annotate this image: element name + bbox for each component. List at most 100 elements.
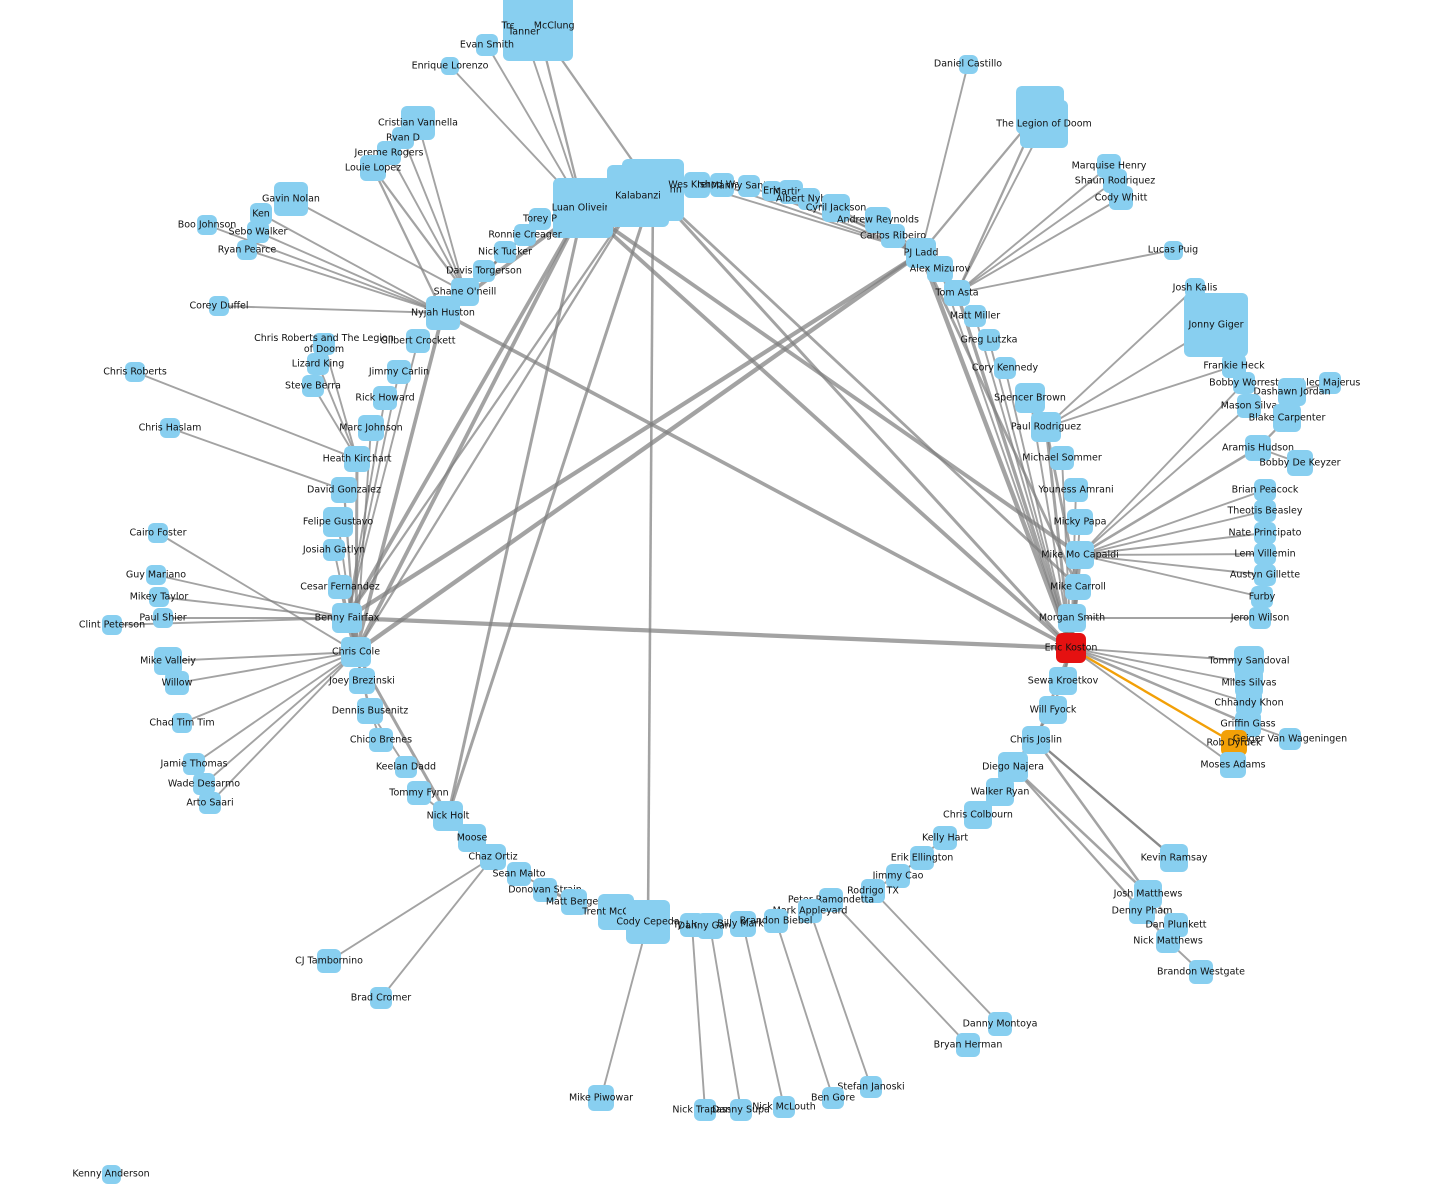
graph-node[interactable]	[328, 575, 352, 599]
graph-node[interactable]	[1156, 929, 1180, 953]
graph-node[interactable]	[357, 698, 383, 724]
graph-node[interactable]	[1031, 412, 1061, 442]
graph-node[interactable]	[154, 647, 182, 675]
graph-node[interactable]	[317, 949, 341, 973]
graph-node[interactable]	[370, 987, 392, 1009]
graph-node[interactable]	[426, 296, 460, 330]
graph-node[interactable]	[1254, 479, 1276, 501]
graph-node[interactable]	[998, 752, 1028, 782]
graph-node[interactable]	[247, 221, 269, 243]
graph-node[interactable]	[964, 305, 986, 327]
graph-node[interactable]	[1064, 478, 1088, 502]
graph-node[interactable]	[561, 889, 587, 915]
graph-node[interactable]	[1049, 667, 1077, 695]
graph-node[interactable]	[1251, 586, 1273, 608]
graph-node[interactable]	[1039, 696, 1067, 724]
graph-node[interactable]	[149, 587, 169, 607]
graph-node[interactable]	[588, 1085, 614, 1111]
graph-node[interactable]	[988, 1012, 1012, 1036]
graph-node[interactable]	[626, 900, 670, 944]
graph-node[interactable]	[822, 194, 850, 222]
graph-node[interactable]	[964, 801, 992, 829]
graph-node[interactable]	[1020, 100, 1068, 148]
graph-node[interactable]	[1287, 450, 1313, 476]
graph-node[interactable]	[373, 386, 397, 410]
graph-node[interactable]	[387, 360, 411, 384]
graph-node[interactable]	[441, 57, 459, 75]
graph-node[interactable]	[1189, 960, 1213, 984]
graph-node[interactable]	[250, 203, 272, 225]
graph-node[interactable]	[1129, 898, 1155, 924]
graph-node[interactable]	[183, 753, 205, 775]
graph-node[interactable]	[332, 603, 362, 633]
graph-node[interactable]	[274, 182, 308, 216]
graph-node[interactable]	[986, 778, 1014, 806]
graph-node[interactable]	[358, 415, 384, 441]
graph-node[interactable]	[313, 333, 335, 355]
graph-node[interactable]	[944, 280, 970, 306]
graph-node[interactable]	[860, 1076, 882, 1098]
graph-node[interactable]	[407, 781, 431, 805]
graph-node[interactable]	[933, 826, 957, 850]
graph-node[interactable]	[694, 1099, 716, 1121]
graph-node[interactable]	[1237, 394, 1261, 418]
graph-node[interactable]	[1254, 500, 1276, 522]
graph-node[interactable]	[1056, 633, 1086, 663]
graph-node[interactable]	[360, 155, 386, 181]
graph-node[interactable]	[533, 878, 557, 902]
graph-node[interactable]	[153, 608, 173, 628]
graph-node[interactable]	[209, 296, 229, 316]
graph-node[interactable]	[199, 792, 221, 814]
graph-node[interactable]	[369, 728, 393, 752]
graph-node[interactable]	[1022, 726, 1050, 754]
graph-node[interactable]	[1221, 730, 1247, 756]
graph-node[interactable]	[1319, 372, 1341, 394]
graph-node[interactable]	[331, 477, 357, 503]
graph-node[interactable]	[406, 329, 430, 353]
graph-node[interactable]	[978, 329, 1000, 351]
graph-node[interactable]	[1254, 522, 1276, 544]
graph-node[interactable]	[1058, 604, 1086, 632]
graph-node[interactable]	[927, 256, 953, 282]
graph-node[interactable]	[302, 375, 324, 397]
graph-node[interactable]	[1220, 752, 1246, 778]
graph-node[interactable]	[193, 773, 215, 795]
graph-node[interactable]	[762, 181, 782, 201]
graph-node[interactable]	[994, 357, 1016, 379]
graph-node[interactable]	[101, 1164, 121, 1184]
graph-node[interactable]	[730, 1099, 752, 1121]
graph-node[interactable]	[395, 756, 417, 778]
graph-node[interactable]	[349, 668, 375, 694]
graph-node[interactable]	[125, 362, 145, 382]
graph-node[interactable]	[1184, 293, 1248, 357]
graph-node[interactable]	[553, 178, 613, 238]
graph-node[interactable]	[798, 188, 820, 210]
graph-node[interactable]	[307, 353, 329, 375]
graph-node[interactable]	[710, 173, 734, 197]
graph-node[interactable]	[197, 215, 217, 235]
graph-node[interactable]	[607, 165, 669, 227]
graph-node[interactable]	[819, 888, 843, 912]
graph-node[interactable]	[514, 224, 536, 246]
graph-node[interactable]	[160, 418, 180, 438]
graph-node[interactable]	[881, 224, 905, 248]
graph-node[interactable]	[480, 844, 506, 870]
graph-node[interactable]	[513, 21, 535, 43]
graph-node[interactable]	[1273, 404, 1301, 432]
graph-node[interactable]	[730, 911, 756, 937]
graph-node[interactable]	[172, 713, 192, 733]
graph-node[interactable]	[697, 913, 723, 939]
graph-node[interactable]	[165, 671, 189, 695]
graph-node[interactable]	[1245, 435, 1271, 461]
graph-node[interactable]	[861, 879, 885, 903]
graph-node[interactable]	[1109, 186, 1133, 210]
graph-node[interactable]	[344, 446, 370, 472]
graph-node[interactable]	[102, 615, 122, 635]
graph-node[interactable]	[1279, 728, 1301, 750]
graph-node[interactable]	[1066, 541, 1094, 569]
graph-node[interactable]	[494, 241, 516, 263]
graph-node[interactable]	[1163, 240, 1183, 260]
graph-node[interactable]	[323, 507, 353, 537]
graph-node[interactable]	[148, 523, 168, 543]
graph-node[interactable]	[341, 637, 371, 667]
